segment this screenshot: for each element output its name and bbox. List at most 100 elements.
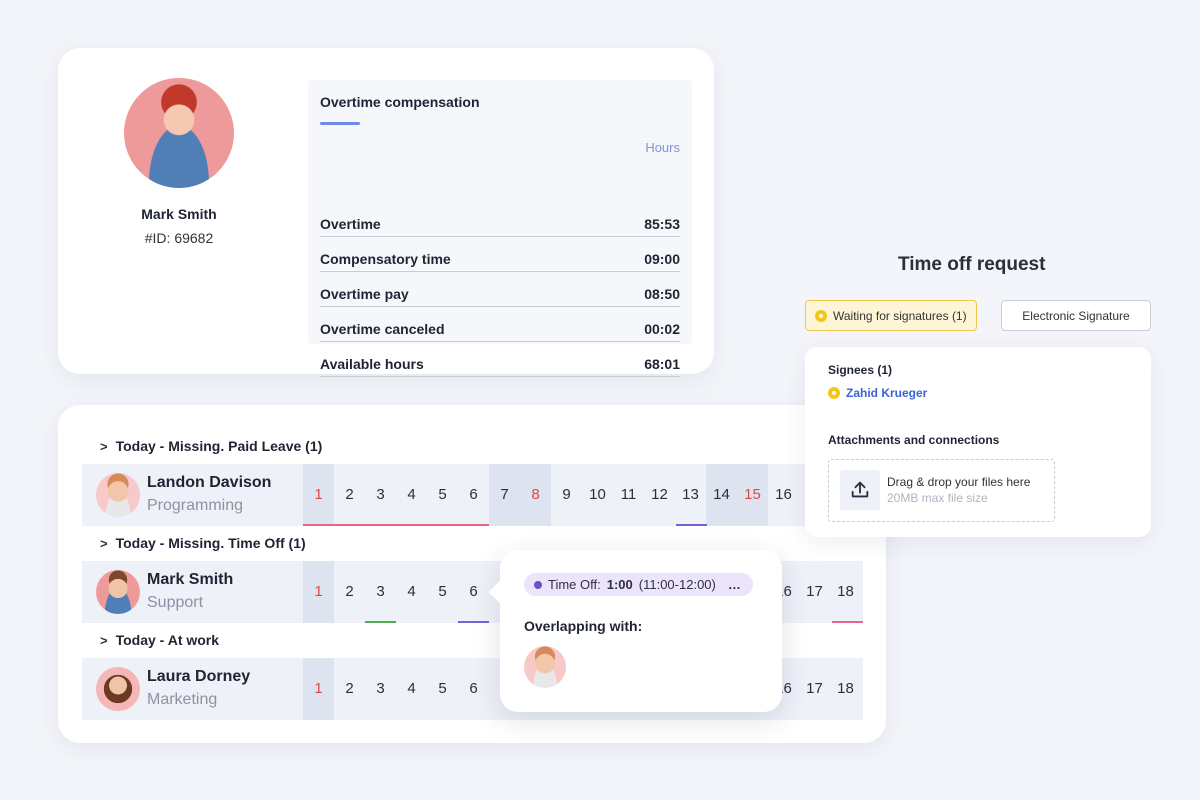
overtime-row-label: Overtime canceled: [320, 321, 445, 337]
more-options-icon[interactable]: …: [727, 577, 741, 592]
day-cell[interactable]: 8: [520, 464, 551, 526]
time-off-request-title: Time off request: [898, 254, 1046, 275]
day-cell[interactable]: 1: [303, 658, 334, 720]
group-at-work[interactable]: > Today - At work: [100, 632, 219, 648]
signee[interactable]: Zahid Krueger: [828, 386, 927, 400]
time-off-underline: [458, 621, 489, 623]
day-cell[interactable]: 2: [345, 680, 354, 697]
profile-avatar: [124, 78, 234, 188]
paid-leave-underline: [832, 621, 863, 623]
overtime-row-value: 08:50: [644, 286, 680, 302]
upload-icon[interactable]: [840, 470, 880, 510]
group-time-off[interactable]: > Today - Missing. Time Off (1): [100, 535, 306, 551]
overtime-row: Overtime pay 08:50: [320, 272, 680, 307]
overtime-row-value: 09:00: [644, 251, 680, 267]
day-cell[interactable]: 3: [376, 680, 385, 697]
overlap-popup: Time Off: 1:00 (11:00-12:00) … Overlappi…: [488, 550, 782, 712]
overtime-title: Overtime compensation: [320, 94, 480, 110]
day-cell[interactable]: 11: [620, 486, 637, 503]
overtime-row-value: 68:01: [644, 356, 680, 372]
overtime-row-value: 85:53: [644, 216, 680, 232]
chevron-right-icon: >: [100, 535, 108, 551]
dropzone-limit: 20MB max file size: [887, 491, 988, 505]
day-cell[interactable]: 5: [438, 680, 447, 697]
avatar: [96, 667, 140, 711]
day-cell[interactable]: 9: [562, 486, 571, 503]
at-work-underline: [365, 621, 396, 623]
day-cell[interactable]: 3: [376, 583, 385, 600]
avatar[interactable]: [524, 646, 566, 688]
day-cell[interactable]: 1: [303, 561, 334, 623]
day-cell[interactable]: 18: [837, 583, 854, 600]
day-cell[interactable]: 2: [345, 486, 354, 503]
electronic-signature-button[interactable]: Electronic Signature: [1001, 300, 1151, 331]
dropzone-text: Drag & drop your files here: [887, 475, 1031, 489]
time-off-pill[interactable]: Time Off: 1:00 (11:00-12:00) …: [524, 573, 753, 596]
overtime-row-value: 00:02: [644, 321, 680, 337]
overtime-row-label: Overtime pay: [320, 286, 409, 302]
day-cell[interactable]: 2: [345, 583, 354, 600]
avatar: [96, 570, 140, 614]
time-off-underline: [676, 524, 707, 526]
overtime-card: Mark Smith #ID: 69682 Overtime compensat…: [58, 48, 714, 377]
signee-name: Zahid Krueger: [846, 386, 928, 400]
chevron-right-icon: >: [100, 438, 108, 454]
day-cell[interactable]: 6: [469, 680, 478, 697]
day-cell[interactable]: 5: [438, 486, 447, 503]
pill-prefix: Time Off:: [548, 577, 601, 592]
employee-department: Marketing: [147, 691, 218, 708]
overtime-row: Overtime 85:53: [320, 202, 680, 237]
overtime-tab-underline: [320, 122, 360, 125]
avatar: [96, 473, 140, 517]
attachments-title: Attachments and connections: [828, 433, 1000, 447]
day-cell[interactable]: 15: [737, 464, 768, 526]
overtime-row-label: Available hours: [320, 356, 424, 372]
employee-department: Programming: [147, 497, 244, 514]
employee-department: Support: [147, 594, 204, 611]
profile-name: Mark Smith: [141, 206, 217, 222]
group-label: Today - At work: [115, 632, 220, 648]
pending-status-icon: [815, 309, 827, 322]
employee-row[interactable]: Landon Davison Programming 1 2 3 4 5 6 7…: [82, 464, 863, 526]
pill-duration: 1:00: [606, 577, 633, 592]
overtime-row-label: Overtime: [320, 216, 381, 232]
day-cell[interactable]: 17: [806, 583, 823, 600]
day-cell[interactable]: 13: [682, 486, 699, 503]
day-cell[interactable]: 6: [469, 486, 478, 503]
waiting-signatures-button[interactable]: Waiting for signatures (1): [805, 300, 977, 331]
signees-title: Signees (1): [828, 363, 893, 377]
day-cell[interactable]: 5: [438, 583, 447, 600]
day-cell[interactable]: 10: [589, 486, 606, 503]
signees-card: Signees (1) Zahid Krueger Attachments an…: [805, 347, 1151, 537]
group-label: Today - Missing. Time Off (1): [115, 535, 306, 551]
day-cell[interactable]: 18: [837, 680, 854, 697]
day-cell[interactable]: 4: [407, 486, 416, 503]
group-paid-leave[interactable]: > Today - Missing. Paid Leave (1): [100, 438, 322, 454]
day-strip: 1 2 3 4 5 6 7 8 9 10 11 12 13 14 15 16: [303, 464, 863, 526]
time-off-dot-icon: [534, 580, 542, 589]
hours-column-label: Hours: [645, 140, 680, 155]
overtime-row: Compensatory time 09:00: [320, 237, 680, 272]
file-dropzone[interactable]: Drag & drop your files here 20MB max fil…: [828, 459, 1055, 522]
chevron-right-icon: >: [100, 632, 108, 648]
day-cell[interactable]: 16: [775, 486, 792, 503]
day-cell[interactable]: 7: [489, 464, 520, 526]
day-cell[interactable]: 1: [303, 464, 334, 526]
employee-name: Mark Smith: [147, 571, 234, 588]
day-cell[interactable]: 12: [651, 486, 668, 503]
employee-name: Laura Dorney: [147, 668, 251, 685]
profile-id: #ID: 69682: [144, 230, 214, 246]
day-cell[interactable]: 14: [706, 464, 737, 526]
employee-name: Landon Davison: [147, 474, 272, 491]
day-cell[interactable]: 3: [376, 486, 385, 503]
overtime-row: Available hours 68:01: [320, 342, 680, 377]
day-cell[interactable]: 4: [407, 583, 416, 600]
overtime-row-label: Compensatory time: [320, 251, 451, 267]
overtime-panel: Overtime compensation Hours Overtime 85:…: [308, 80, 692, 377]
overtime-row: Overtime canceled 00:02: [320, 307, 680, 342]
day-cell[interactable]: 17: [806, 680, 823, 697]
day-cell[interactable]: 6: [469, 583, 478, 600]
overlap-label: Overlapping with:: [524, 618, 643, 634]
day-cell[interactable]: 4: [407, 680, 416, 697]
paid-leave-underline: [303, 524, 489, 526]
